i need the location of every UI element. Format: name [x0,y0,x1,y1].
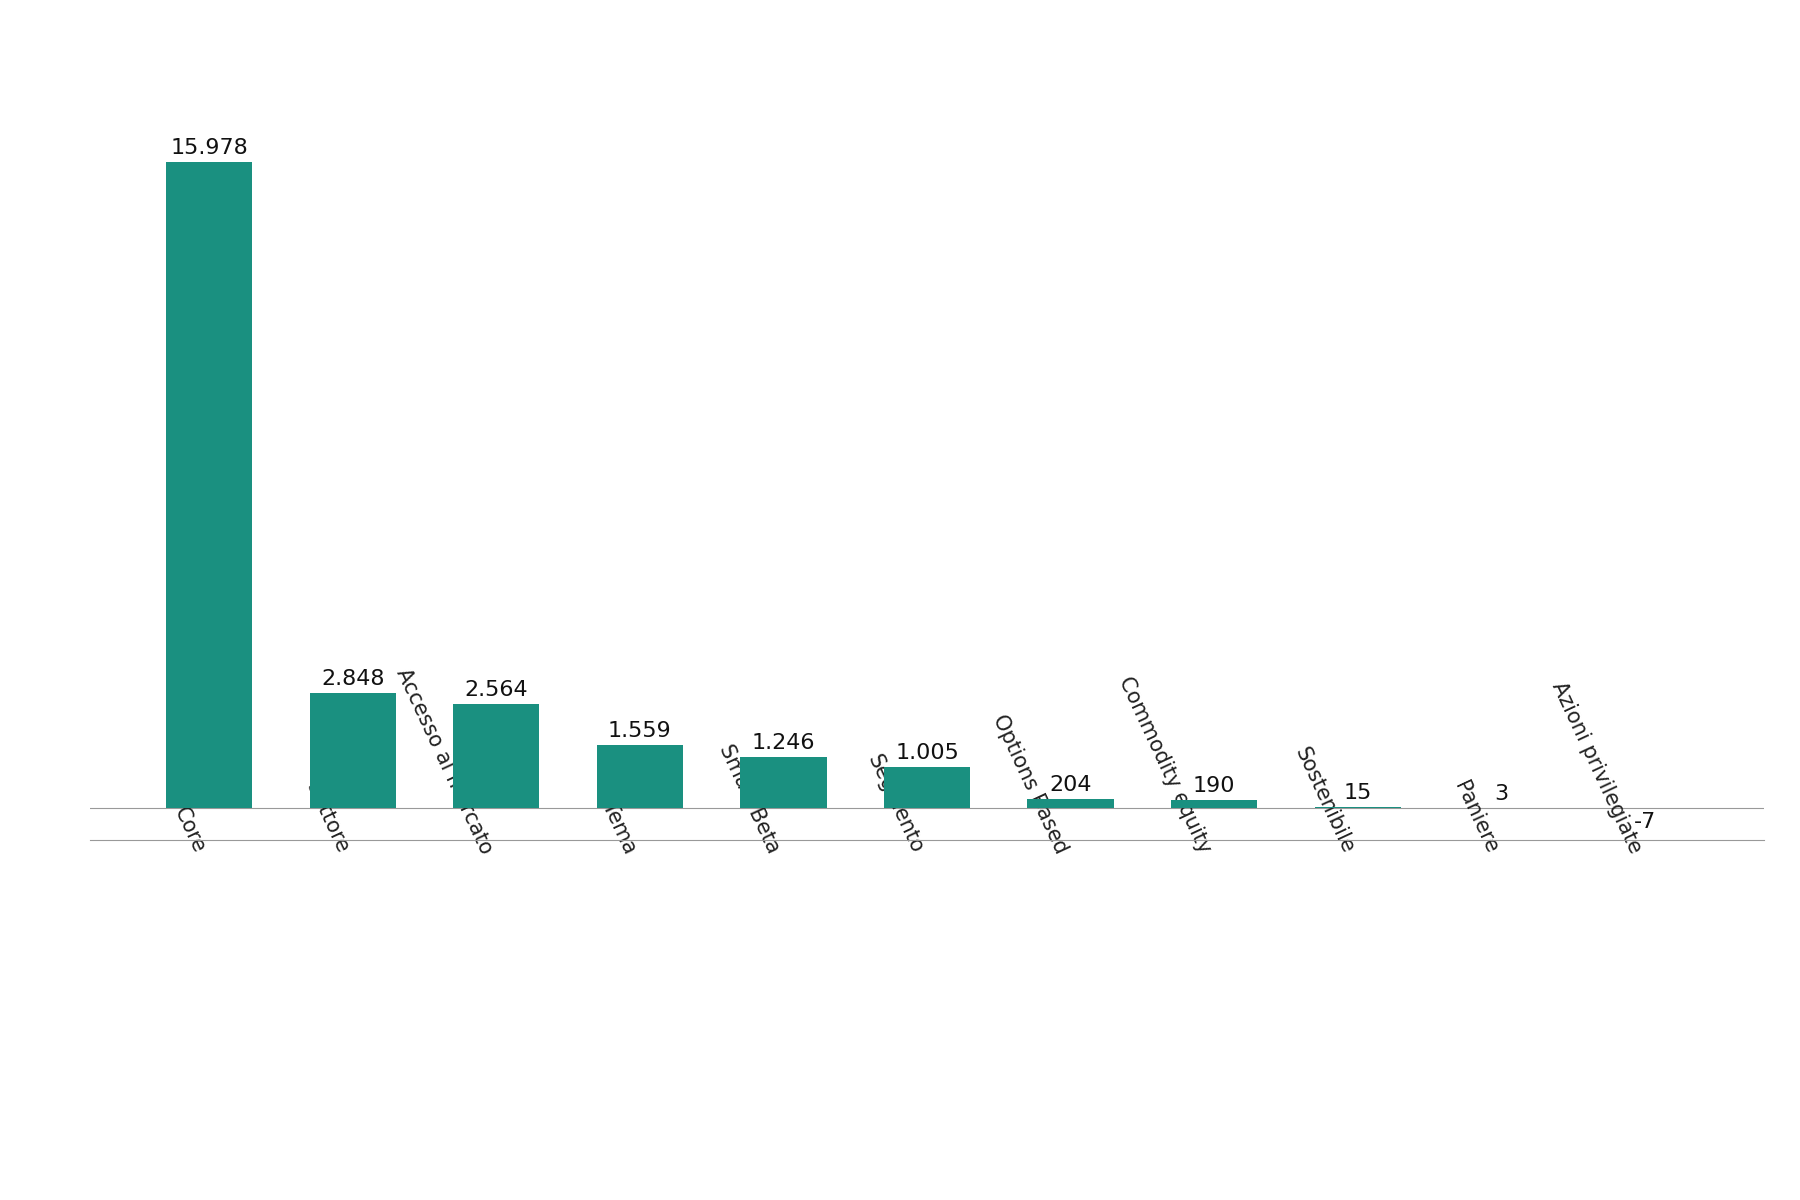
Bar [598,745,682,808]
Text: 1.246: 1.246 [752,733,815,754]
Bar [454,704,540,808]
Bar [1172,800,1256,808]
Text: 15.978: 15.978 [171,138,248,158]
Bar [1028,799,1114,808]
Text: -7: -7 [1634,812,1656,832]
Text: 2.564: 2.564 [464,680,527,700]
Bar [310,692,396,808]
Text: 3: 3 [1494,784,1508,804]
Bar [740,757,826,808]
Text: 1.005: 1.005 [895,743,959,763]
Bar [884,767,970,808]
Text: 190: 190 [1193,776,1235,796]
Text: 1.559: 1.559 [608,721,671,740]
Text: 2.848: 2.848 [320,668,385,689]
Text: 204: 204 [1049,775,1093,796]
Bar [166,162,252,808]
Text: 15: 15 [1343,784,1372,803]
